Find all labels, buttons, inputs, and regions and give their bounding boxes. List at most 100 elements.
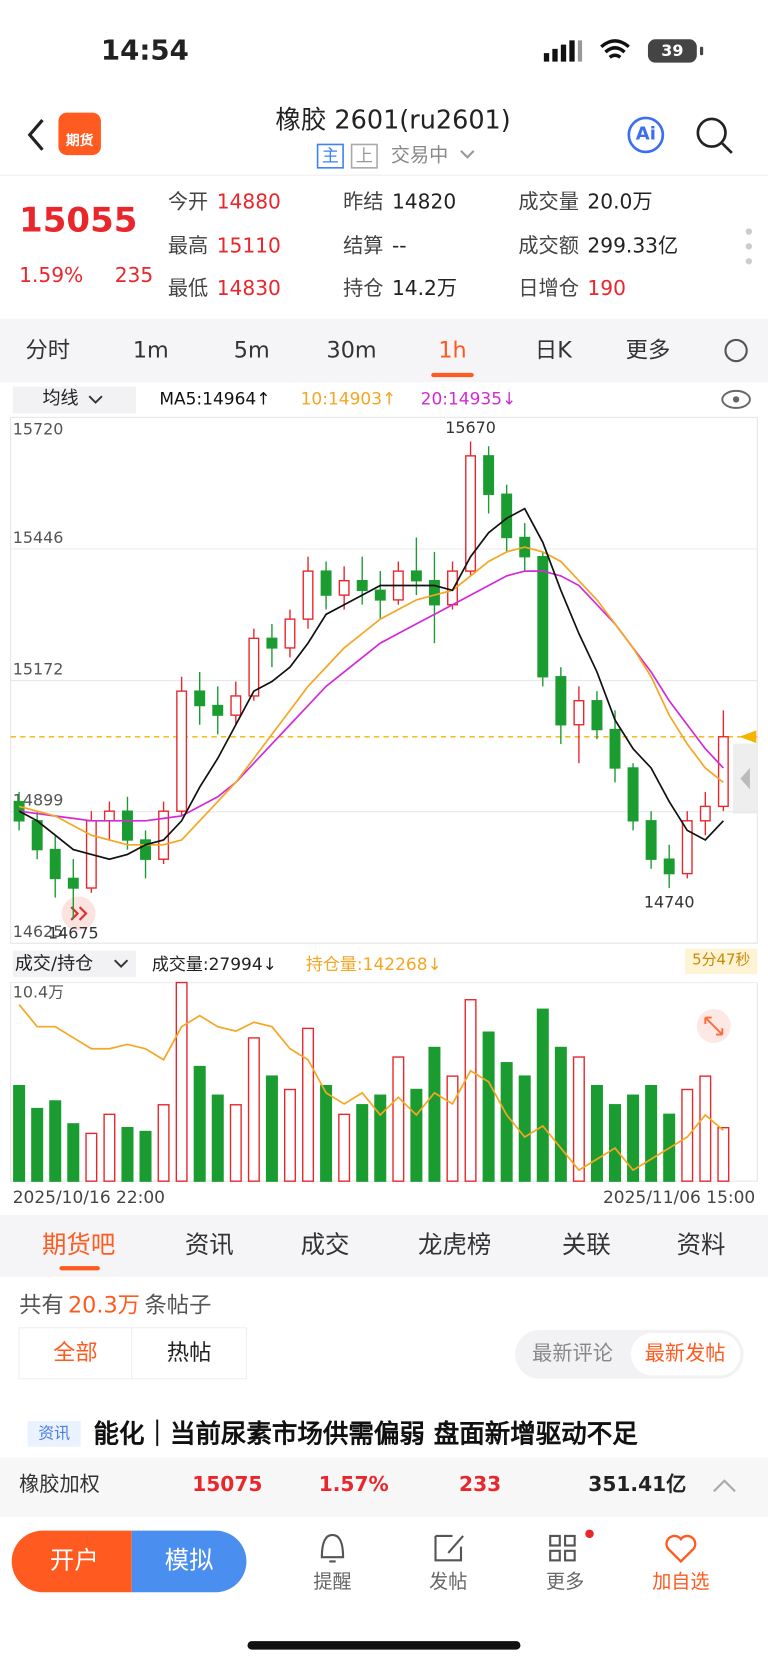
volume-bar <box>645 1084 658 1182</box>
status-time: 14:54 <box>100 35 189 67</box>
search-button[interactable] <box>696 117 727 148</box>
post-count-prefix: 共有 <box>19 1292 64 1318</box>
settings-button[interactable] <box>724 338 748 363</box>
field-label: 最低 <box>167 276 209 301</box>
chart-tab[interactable]: 分时 <box>25 337 71 363</box>
bottom-button[interactable]: 模拟 <box>164 1547 214 1575</box>
candle-body <box>67 877 79 889</box>
volume-bar <box>627 1094 640 1182</box>
market-tag: 上 <box>355 145 373 166</box>
candle-body <box>627 767 639 822</box>
nav-label[interactable]: 加自选 <box>652 1570 710 1594</box>
bottom-button[interactable]: 开户 <box>49 1547 99 1575</box>
volume-bar <box>49 1100 62 1182</box>
bell-icon[interactable] <box>320 1533 345 1563</box>
section-tab[interactable]: 资讯 <box>184 1231 234 1260</box>
nav-label[interactable]: 更多 <box>545 1570 585 1594</box>
chart-tab[interactable]: 30m <box>326 337 377 363</box>
heart-icon[interactable] <box>665 1534 697 1564</box>
chart-tab[interactable]: 1m <box>132 337 169 363</box>
chart-tab[interactable]: 日K <box>534 337 572 363</box>
volume-bar <box>482 1031 495 1182</box>
logo <box>58 112 101 156</box>
candle-body <box>194 690 206 707</box>
tab-bar <box>0 318 768 383</box>
open-account-button[interactable] <box>11 1530 132 1593</box>
volume-bar <box>247 1037 260 1182</box>
back-button[interactable] <box>27 118 44 151</box>
candle-body <box>121 810 133 841</box>
fullscreen-icon <box>704 1016 724 1036</box>
nav-label[interactable]: 发帖 <box>429 1570 468 1594</box>
candle-body <box>248 637 260 697</box>
chart: 14625 14899 15172 15446 15720 15670 14740 14675… <box>10 416 758 1208</box>
field-value: 20.0万 <box>587 190 653 215</box>
candle-body <box>266 637 278 649</box>
more-dots[interactable] <box>745 228 753 265</box>
y-tick-label: 14899 <box>13 791 64 810</box>
tag-box <box>350 143 378 169</box>
candle-body <box>717 736 729 808</box>
chevron <box>88 395 103 404</box>
nav-label[interactable]: 提醒 <box>313 1570 352 1594</box>
y-tick-label: 14625 <box>13 922 64 941</box>
section-tab[interactable]: 龙虎榜 <box>417 1231 492 1260</box>
field-label: 日增仓 <box>518 276 579 301</box>
more-icon[interactable] <box>549 1534 576 1562</box>
field-label: 结算 <box>343 234 384 258</box>
volume-bar <box>229 1104 242 1182</box>
sort-option[interactable]: 最新评论 <box>532 1342 613 1366</box>
candle-body <box>681 820 693 875</box>
ai-label[interactable]: Ai <box>635 123 656 145</box>
candle-body <box>410 570 422 582</box>
section-tab[interactable]: 资料 <box>676 1231 726 1260</box>
volume-bar <box>410 1088 423 1182</box>
volume-bar <box>464 999 477 1182</box>
news-tag <box>27 1421 81 1447</box>
page-title: 橡胶 2601(ru2601) <box>275 105 511 135</box>
countdown-box <box>685 948 758 975</box>
chevron <box>460 150 475 159</box>
candle-body <box>338 580 350 596</box>
sort-option[interactable]: 最新发帖 <box>644 1342 726 1366</box>
post-icon[interactable] <box>434 1534 464 1562</box>
ma5-line <box>18 507 724 861</box>
volume-bar <box>31 1107 44 1182</box>
volume-bar <box>67 1123 80 1182</box>
volume-bar <box>283 1088 296 1182</box>
candle-body <box>230 695 242 716</box>
last-price-marker <box>739 730 757 744</box>
eye-button[interactable] <box>721 389 751 409</box>
section-tab[interactable]: 期货吧 <box>41 1231 116 1260</box>
chart-tab[interactable]: 更多 <box>625 337 671 363</box>
filter-tab[interactable]: 热帖 <box>166 1339 212 1366</box>
volume-bar <box>428 1046 441 1182</box>
sort-active[interactable] <box>630 1333 741 1376</box>
news-headline[interactable]: 能化｜当前尿素市场供需偏弱 盘面新增驱动不足 <box>93 1419 638 1449</box>
ma-menu-label[interactable]: 均线 <box>42 388 79 410</box>
ticker-bar[interactable] <box>0 1457 768 1517</box>
volume-bar <box>536 1008 549 1182</box>
vol-menu-label[interactable]: 成交/持仓 <box>14 953 94 975</box>
field-label: 持仓 <box>343 276 384 301</box>
filter-tab[interactable]: 全部 <box>53 1339 98 1366</box>
vol-menu[interactable] <box>12 950 136 978</box>
field-value: -- <box>391 234 407 258</box>
field-value: 15110 <box>216 234 281 258</box>
y-tick-label: 15720 <box>13 420 64 439</box>
volume-bar <box>518 1075 531 1182</box>
oi-line <box>18 1004 724 1172</box>
ma20-line <box>19 570 724 822</box>
news-tag-label: 资讯 <box>38 1423 71 1443</box>
chart-tab[interactable]: 1h <box>438 337 467 363</box>
section-tab[interactable]: 关联 <box>561 1231 611 1260</box>
ma-menu[interactable] <box>12 386 136 414</box>
simulate-button[interactable] <box>131 1530 247 1593</box>
ai-button[interactable] <box>627 116 665 154</box>
field-label: 最高 <box>167 234 209 258</box>
candle-body <box>140 839 151 860</box>
volume-bar <box>211 1094 224 1182</box>
candle-body <box>320 570 332 596</box>
chart-tab[interactable]: 5m <box>233 337 270 363</box>
section-tab[interactable]: 成交 <box>300 1231 350 1260</box>
